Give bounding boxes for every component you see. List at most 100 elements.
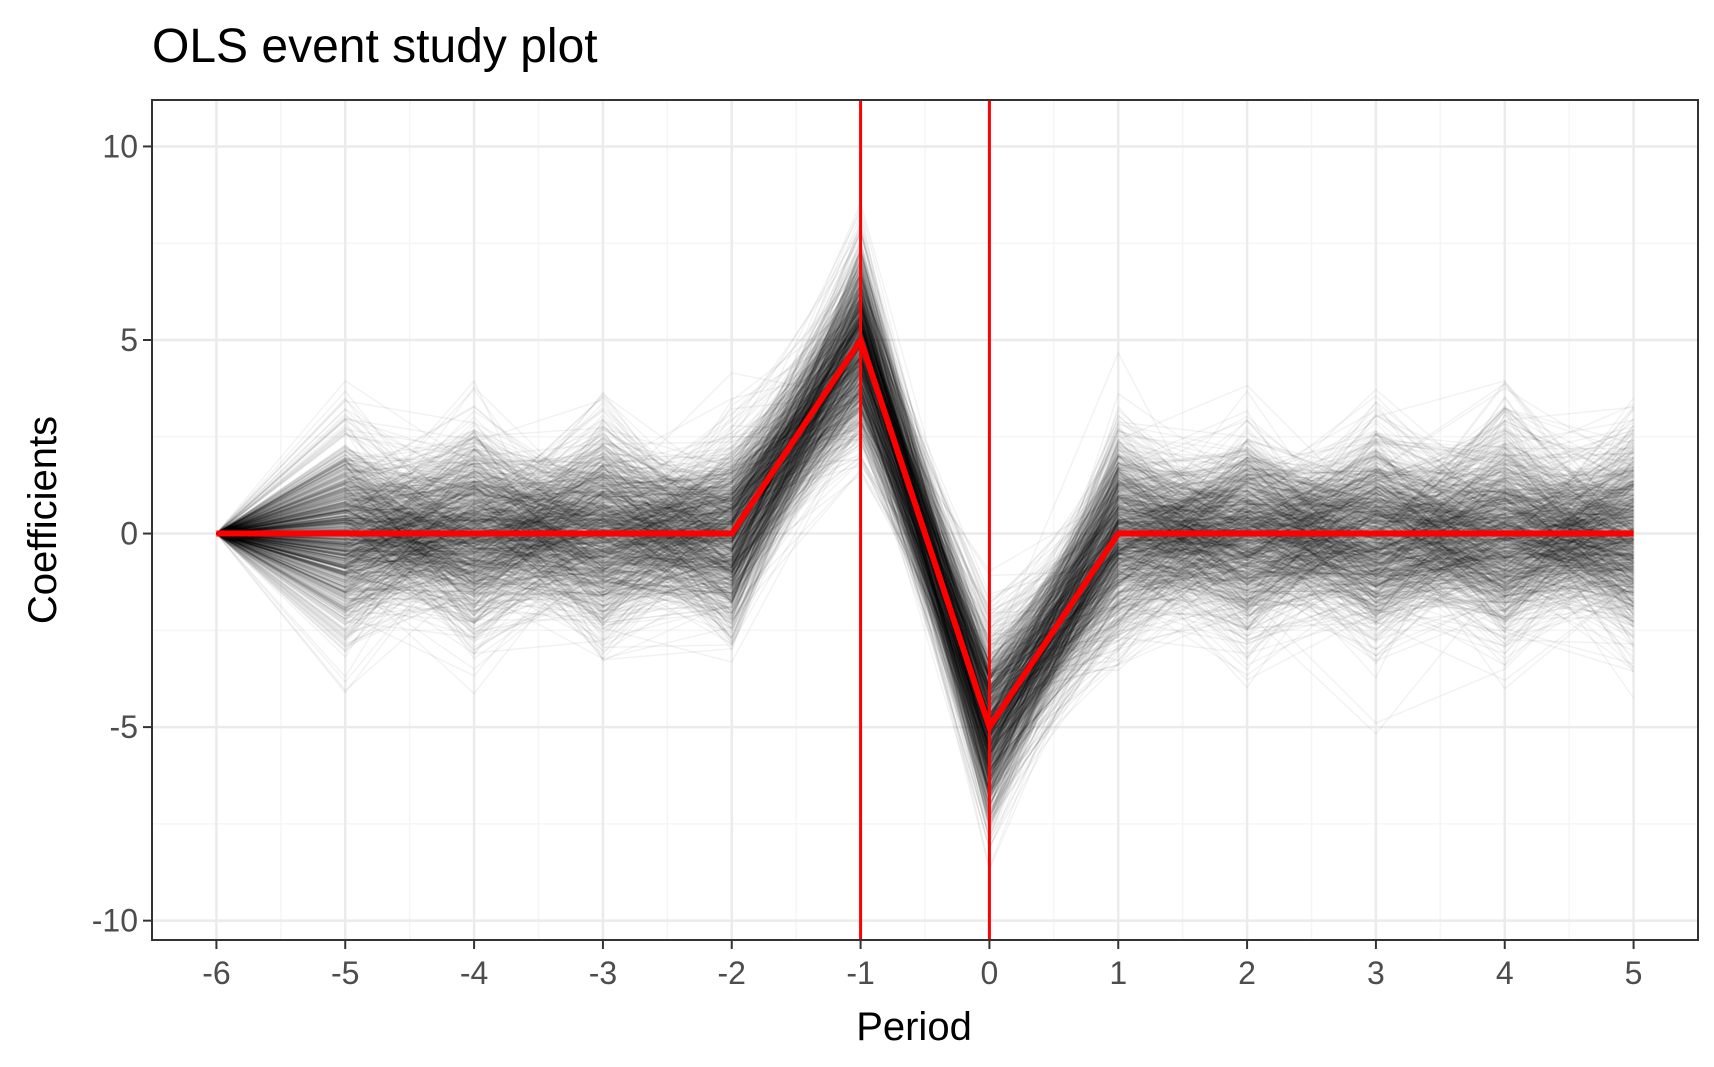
simulation-line — [216, 300, 1634, 726]
simulation-line — [216, 388, 1634, 809]
simulation-line — [216, 223, 1634, 757]
simulation-line — [216, 352, 1634, 737]
simulation-line — [216, 324, 1634, 822]
simulation-line — [216, 322, 1635, 638]
simulation-line — [216, 344, 1634, 643]
simulation-line — [216, 387, 1634, 648]
simulation-line — [216, 273, 1634, 674]
simulation-line — [216, 312, 1634, 691]
x-tick-label: 3 — [1367, 955, 1385, 991]
simulation-line — [216, 298, 1634, 841]
simulation-line — [216, 300, 1634, 692]
simulation-line — [216, 379, 1634, 762]
simulation-line — [216, 277, 1634, 694]
simulation-line — [216, 357, 1634, 799]
simulation-line — [215, 295, 1634, 687]
simulation-line — [216, 305, 1634, 738]
simulation-line — [216, 390, 1634, 793]
simulation-line — [216, 288, 1634, 689]
simulation-line — [215, 356, 1634, 653]
simulation-line — [216, 337, 1634, 679]
simulation-line — [216, 379, 1634, 755]
simulation-line — [216, 326, 1634, 712]
simulation-line — [216, 319, 1634, 799]
simulation-line — [216, 296, 1634, 729]
simulation-line — [216, 344, 1634, 756]
simulation-line — [216, 283, 1634, 682]
simulation-line — [216, 460, 1634, 716]
simulation-line — [216, 298, 1634, 743]
simulation-line — [216, 340, 1634, 768]
simulation-line — [216, 333, 1634, 665]
simulation-line — [216, 355, 1634, 768]
simulation-line — [216, 380, 1635, 738]
simulation-line — [216, 279, 1635, 761]
simulation-line — [216, 352, 1635, 788]
simulation-line — [216, 362, 1634, 799]
simulation-line — [216, 326, 1634, 806]
simulation-line — [216, 257, 1635, 717]
simulation-line — [216, 352, 1634, 670]
simulation-line — [215, 357, 1635, 666]
simulation-line — [216, 390, 1635, 753]
simulation-line — [216, 245, 1634, 785]
simulation-line — [216, 298, 1634, 722]
simulation-line — [215, 347, 1635, 780]
simulation-line — [216, 364, 1634, 852]
simulation-line — [216, 324, 1634, 690]
simulation-line — [216, 228, 1634, 678]
simulation-line — [216, 321, 1634, 796]
simulation-line — [216, 358, 1634, 730]
simulation-line — [216, 356, 1634, 785]
simulation-line — [216, 402, 1634, 739]
simulation-line — [216, 369, 1634, 751]
simulation-line — [215, 389, 1634, 750]
simulation-line — [216, 373, 1635, 777]
simulation-line — [216, 252, 1634, 772]
simulation-line — [216, 386, 1635, 753]
simulation-line — [216, 422, 1635, 739]
simulation-line — [216, 375, 1635, 759]
simulation-line — [216, 346, 1635, 827]
simulation-line — [216, 278, 1634, 696]
simulation-line — [216, 403, 1634, 749]
y-axis-title: Coefficients — [21, 416, 65, 624]
simulation-line — [216, 462, 1634, 682]
simulation-line — [216, 375, 1634, 656]
simulation-line — [216, 358, 1635, 812]
simulation-line — [215, 405, 1634, 771]
simulation-line — [216, 396, 1634, 730]
simulation-line — [216, 373, 1634, 741]
x-axis-ticks: -6 -5 -4 -3 -2 -1 0 1 2 3 4 5 — [202, 940, 1642, 991]
simulation-line — [216, 392, 1634, 696]
simulation-line — [216, 310, 1634, 701]
simulation-line — [216, 386, 1634, 700]
simulation-line — [216, 394, 1634, 765]
simulation-line — [216, 324, 1634, 769]
simulation-line — [216, 317, 1635, 679]
simulation-line — [216, 338, 1635, 673]
simulation-line — [216, 408, 1635, 737]
simulation-line — [216, 358, 1634, 757]
simulation-line — [216, 362, 1634, 771]
simulation-line — [216, 358, 1635, 689]
simulation-line — [215, 343, 1635, 825]
simulation-line — [216, 388, 1634, 716]
simulation-line — [216, 275, 1634, 659]
simulation-line — [216, 407, 1635, 690]
simulation-line — [216, 362, 1634, 751]
y-tick-label: 5 — [120, 322, 138, 358]
simulation-line — [216, 304, 1634, 738]
simulation-line — [215, 325, 1635, 700]
simulation-line — [216, 355, 1634, 677]
simulation-line — [216, 315, 1634, 823]
simulation-line — [216, 293, 1634, 754]
simulation-line — [216, 324, 1634, 700]
vertical-reference-lines — [859, 100, 991, 940]
simulation-line — [216, 376, 1634, 810]
simulation-line — [216, 256, 1634, 747]
simulation-line — [216, 311, 1635, 701]
simulation-line — [216, 434, 1635, 679]
